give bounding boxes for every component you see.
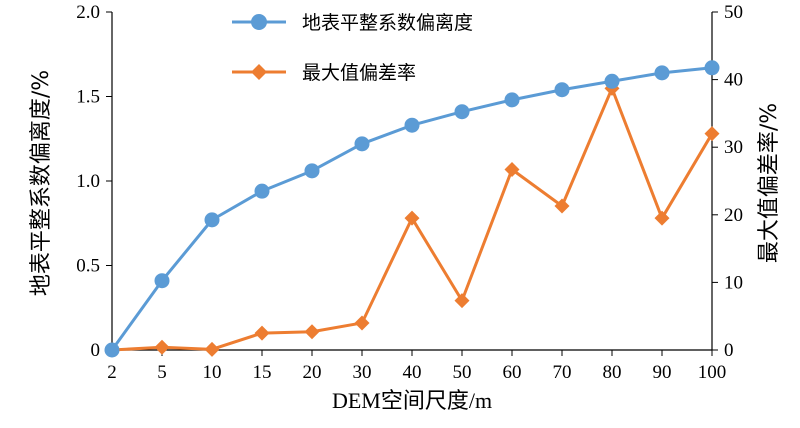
right-y-tick-label: 0 — [724, 340, 734, 361]
x-tick-label: 80 — [603, 362, 622, 383]
series-2-point — [504, 162, 520, 178]
series-2-point — [204, 341, 220, 357]
left-y-tick-label: 0.5 — [76, 256, 100, 277]
x-tick-label: 40 — [403, 362, 422, 383]
x-tick-label: 90 — [653, 362, 672, 383]
left-y-tick-labels: 0 0.5 1.0 1.5 2.0 — [76, 2, 112, 361]
series-2-point — [454, 293, 470, 309]
right-y-tick-label: 10 — [724, 272, 743, 293]
x-tick-label: 100 — [698, 362, 727, 383]
series-2-point — [654, 210, 670, 226]
series-2-point — [254, 325, 270, 341]
right-y-axis-title: 最大值偏差率/% — [757, 103, 782, 263]
right-y-tick-label: 30 — [724, 137, 743, 158]
right-y-tick-label: 20 — [724, 205, 743, 226]
series-2-point — [704, 126, 720, 142]
series-1-point — [454, 104, 470, 120]
left-y-tick-label: 1.0 — [76, 171, 100, 192]
series-1-point — [704, 60, 720, 76]
x-tick-label: 2 — [107, 362, 117, 383]
series-1-point — [404, 117, 420, 133]
x-tick-labels: 2 5 10 15 20 30 40 50 60 70 80 90 100 — [107, 350, 726, 383]
legend-label-series-1: 地表平整系数偏离度 — [302, 12, 473, 34]
right-y-tick-label: 50 — [724, 2, 743, 23]
series-1-point — [554, 82, 570, 98]
right-y-tick-label: 40 — [724, 70, 743, 91]
left-y-tick-label: 0 — [91, 340, 101, 361]
left-y-tick-label: 2.0 — [76, 2, 100, 23]
x-tick-label: 15 — [253, 362, 272, 383]
right-y-tick-labels: 0 10 20 30 40 50 — [712, 2, 743, 361]
series-2-point — [354, 315, 370, 331]
series-1-point — [354, 136, 370, 152]
series-1-point — [254, 183, 270, 199]
legend-label-series-2: 最大值偏差率 — [302, 62, 416, 84]
x-tick-label: 50 — [453, 362, 472, 383]
series-2-point — [154, 339, 170, 355]
x-tick-label: 30 — [353, 362, 372, 383]
series-2-point — [554, 198, 570, 214]
legend-marker-series-1 — [251, 14, 267, 30]
series-1-line — [110, 66, 713, 351]
legend-marker-series-2 — [251, 64, 267, 80]
series-1-point — [204, 212, 220, 228]
x-tick-label: 20 — [303, 362, 322, 383]
series-layer — [104, 60, 720, 358]
x-tick-label: 5 — [157, 362, 167, 383]
series-1-point — [504, 92, 520, 108]
series-1-point — [654, 65, 670, 81]
series-2-point — [304, 324, 320, 340]
series-1-point — [604, 73, 620, 89]
series-1-point — [104, 342, 120, 358]
x-tick-label: 10 — [203, 362, 222, 383]
x-tick-label: 60 — [503, 362, 522, 383]
series-1 — [104, 60, 720, 358]
left-y-tick-label: 1.5 — [76, 87, 100, 108]
x-tick-label: 70 — [553, 362, 572, 383]
series-1-point — [154, 273, 170, 289]
series-2-point — [404, 210, 420, 226]
legend: 地表平整系数偏离度 最大值偏差率 — [232, 12, 473, 84]
x-axis-title: DEM空间尺度/m — [332, 388, 492, 413]
series-1-point — [304, 163, 320, 179]
left-y-axis-title: 地表平整系数偏离度/% — [29, 70, 54, 296]
